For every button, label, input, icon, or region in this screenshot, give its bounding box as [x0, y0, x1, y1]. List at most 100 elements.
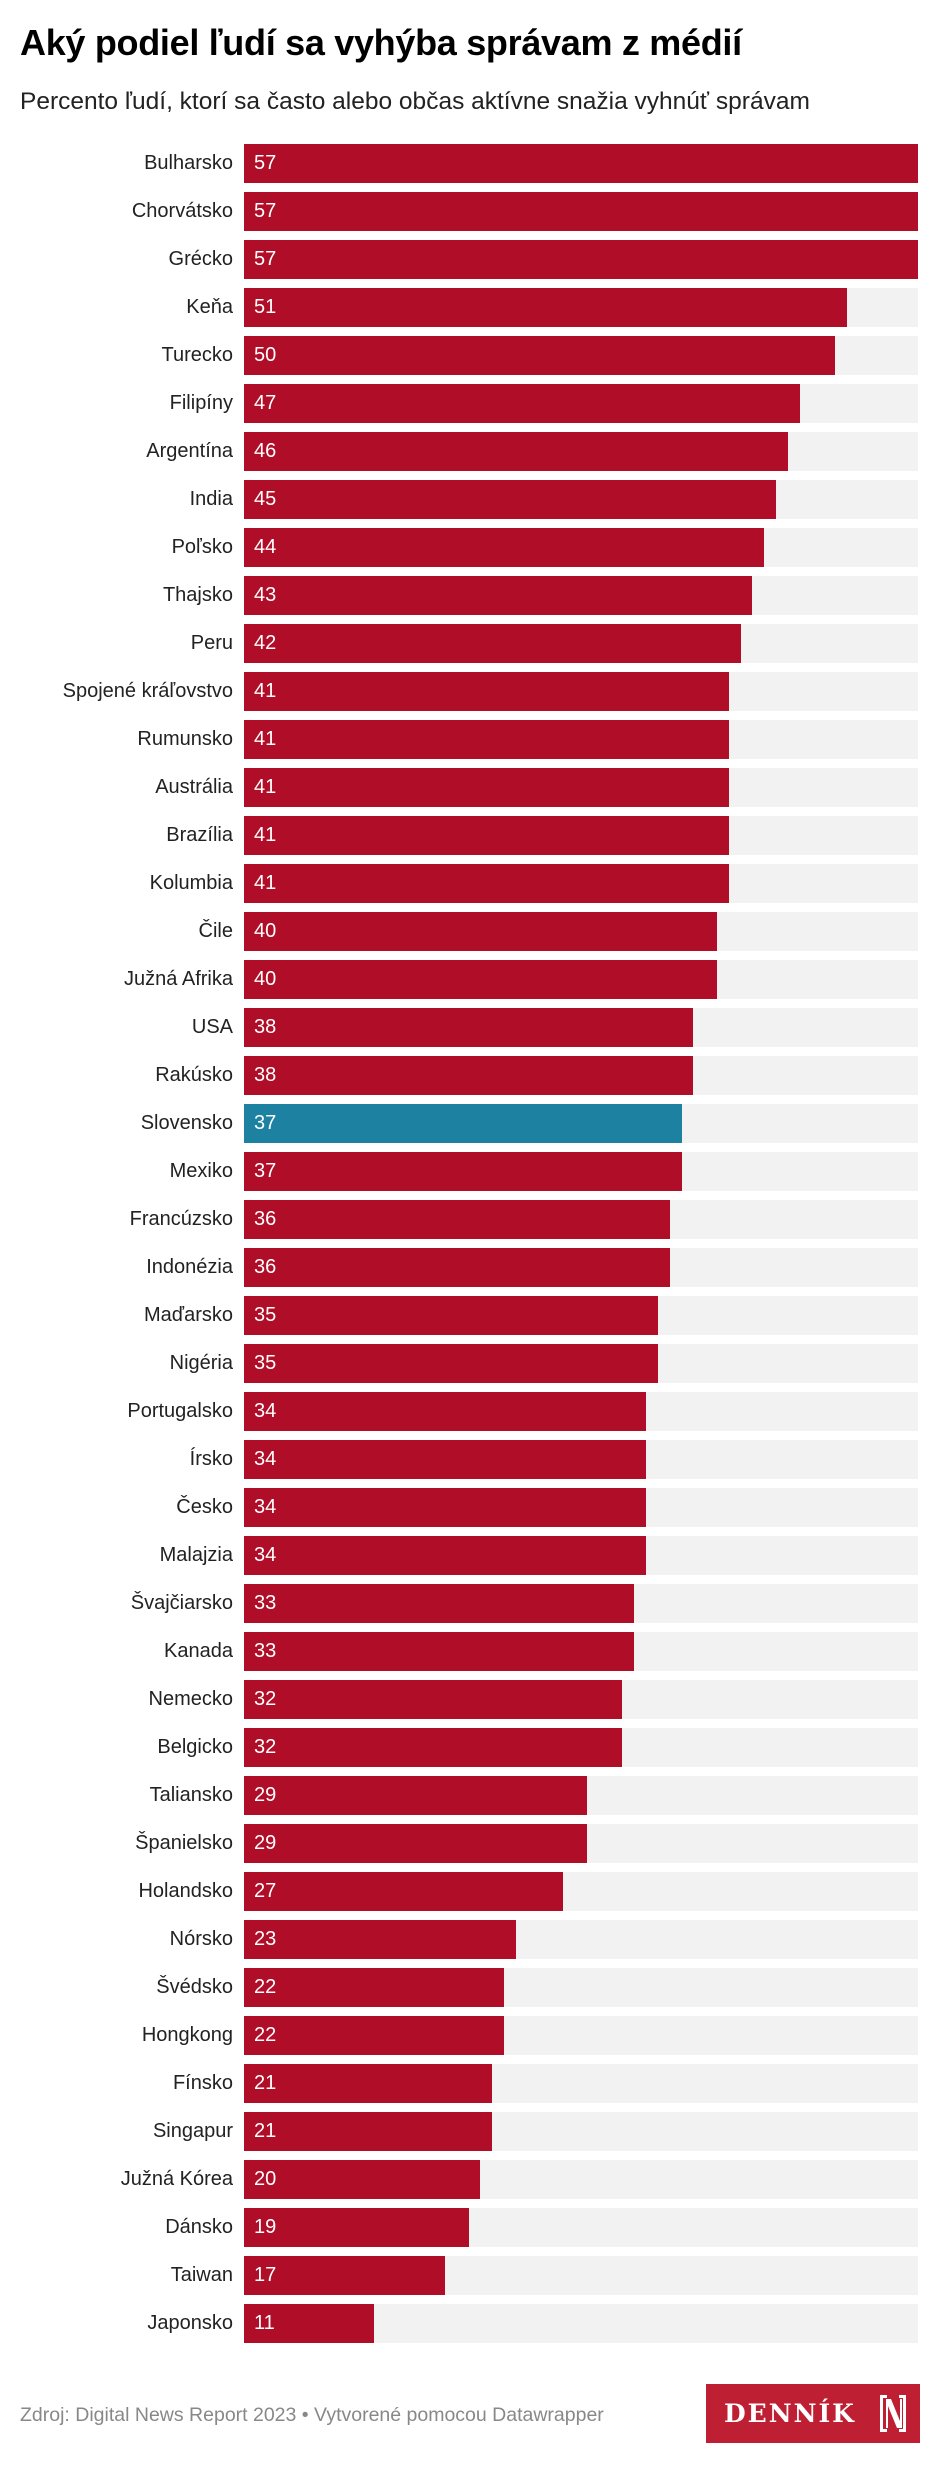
category-label: Mexiko [169, 1160, 233, 1182]
category-label: Holandsko [138, 1880, 233, 1902]
value-label: 34 [254, 1400, 277, 1422]
category-label: Nórsko [169, 1928, 233, 1950]
value-label: 29 [254, 1784, 277, 1806]
bar-row: Švédsko 22 [0, 1968, 940, 2007]
bar: 34 [244, 1536, 647, 1575]
bar-track: 46 [244, 432, 918, 471]
category-label: Chorvátsko [131, 200, 233, 222]
bar: 41 [244, 720, 729, 759]
bar: 40 [244, 960, 717, 999]
category-label: Austrália [155, 776, 233, 798]
value-label: 20 [254, 2168, 277, 2190]
bar: 57 [244, 192, 918, 231]
bar-track: 36 [244, 1200, 918, 1239]
value-label: 34 [254, 1448, 277, 1470]
category-label: India [189, 488, 233, 510]
bar-track: 33 [244, 1584, 918, 1623]
bar-track: 43 [244, 576, 918, 615]
value-label: 27 [254, 1880, 277, 1902]
bar-track: 19 [244, 2208, 918, 2247]
bar: 11 [244, 2304, 375, 2343]
category-label: Indonézia [146, 1256, 233, 1278]
bar-track: 41 [244, 720, 918, 759]
bar-row: Rakúsko 38 [0, 1056, 940, 1095]
bar: 44 [244, 528, 765, 567]
category-label: Singapur [152, 2120, 233, 2142]
category-label: Thajsko [162, 584, 233, 606]
category-label: Hongkong [141, 2024, 233, 2046]
bar: 35 [244, 1344, 658, 1383]
bar: 50 [244, 336, 836, 375]
bar-row: Singapur 21 [0, 2112, 940, 2151]
value-label: 37 [254, 1112, 277, 1134]
bar: 51 [244, 288, 848, 327]
category-label: Turecko [161, 344, 233, 366]
bar-row: Chorvátsko 57 [0, 192, 940, 231]
value-label: 51 [254, 296, 277, 318]
bar-row: Keňa 51 [0, 288, 940, 327]
bar-track: 41 [244, 864, 918, 903]
category-label: Grécko [168, 248, 233, 270]
bar-row: Peru 42 [0, 624, 940, 663]
bar-row: Španielsko 29 [0, 1824, 940, 1863]
dennik-n-logo[interactable]: DENNÍK [706, 2384, 920, 2443]
value-label: 47 [254, 392, 277, 414]
bar-row: Nórsko 23 [0, 1920, 940, 1959]
category-label: Rakúsko [155, 1064, 233, 1086]
bar: 22 [244, 1968, 505, 2007]
bar: 41 [244, 864, 729, 903]
bar-row: Dánsko 19 [0, 2208, 940, 2247]
bar-row: Malajzia 34 [0, 1536, 940, 1575]
category-label: Kolumbia [149, 872, 233, 894]
value-label: 29 [254, 1832, 277, 1854]
category-label: Írsko [189, 1448, 233, 1470]
bar: 17 [244, 2256, 446, 2295]
bar-track: 42 [244, 624, 918, 663]
bar: 21 [244, 2064, 493, 2103]
category-label: Kanada [164, 1640, 233, 1662]
bar-track: 35 [244, 1296, 918, 1335]
bar-row: Nemecko 32 [0, 1680, 940, 1719]
bar-row: Južná Afrika 40 [0, 960, 940, 999]
value-label: 40 [254, 920, 277, 942]
n-logo-icon [880, 2395, 906, 2432]
value-label: 41 [254, 776, 277, 798]
bar: 47 [244, 384, 800, 423]
value-label: 44 [254, 536, 277, 558]
category-label: Česko [176, 1496, 233, 1518]
bar-track: 37 [244, 1152, 918, 1191]
bar-row: Švajčiarsko 33 [0, 1584, 940, 1623]
bar-track: 32 [244, 1728, 918, 1767]
value-label: 22 [254, 2024, 277, 2046]
bar-track: 44 [244, 528, 918, 567]
bar: 33 [244, 1632, 635, 1671]
bar-row: Austrália 41 [0, 768, 940, 807]
category-label: Portugalsko [127, 1400, 233, 1422]
bar-track: 34 [244, 1488, 918, 1527]
category-label: Južná Kórea [120, 2168, 233, 2190]
bar-track: 41 [244, 768, 918, 807]
bar-track: 23 [244, 1920, 918, 1959]
bar-row: Francúzsko 36 [0, 1200, 940, 1239]
category-label: Malajzia [159, 1544, 233, 1566]
bar-row: Japonsko 11 [0, 2304, 940, 2343]
value-label: 19 [254, 2216, 277, 2238]
bar-track: 29 [244, 1824, 918, 1863]
bar-track: 51 [244, 288, 918, 327]
value-label: 57 [254, 200, 277, 222]
bar: 29 [244, 1776, 587, 1815]
bar: 34 [244, 1440, 647, 1479]
category-label: Dánsko [165, 2216, 233, 2238]
bar-row: Filipíny 47 [0, 384, 940, 423]
bar: 34 [244, 1392, 647, 1431]
bar-track: 50 [244, 336, 918, 375]
category-label: Poľsko [171, 536, 233, 558]
bar: 38 [244, 1008, 694, 1047]
logo-text: DENNÍK [724, 2399, 856, 2428]
bar-track: 29 [244, 1776, 918, 1815]
bar: 20 [244, 2160, 481, 2199]
bar: 22 [244, 2016, 505, 2055]
category-label: Rumunsko [137, 728, 233, 750]
bar-row: Nigéria 35 [0, 1344, 940, 1383]
category-label: Taliansko [149, 1784, 233, 1806]
